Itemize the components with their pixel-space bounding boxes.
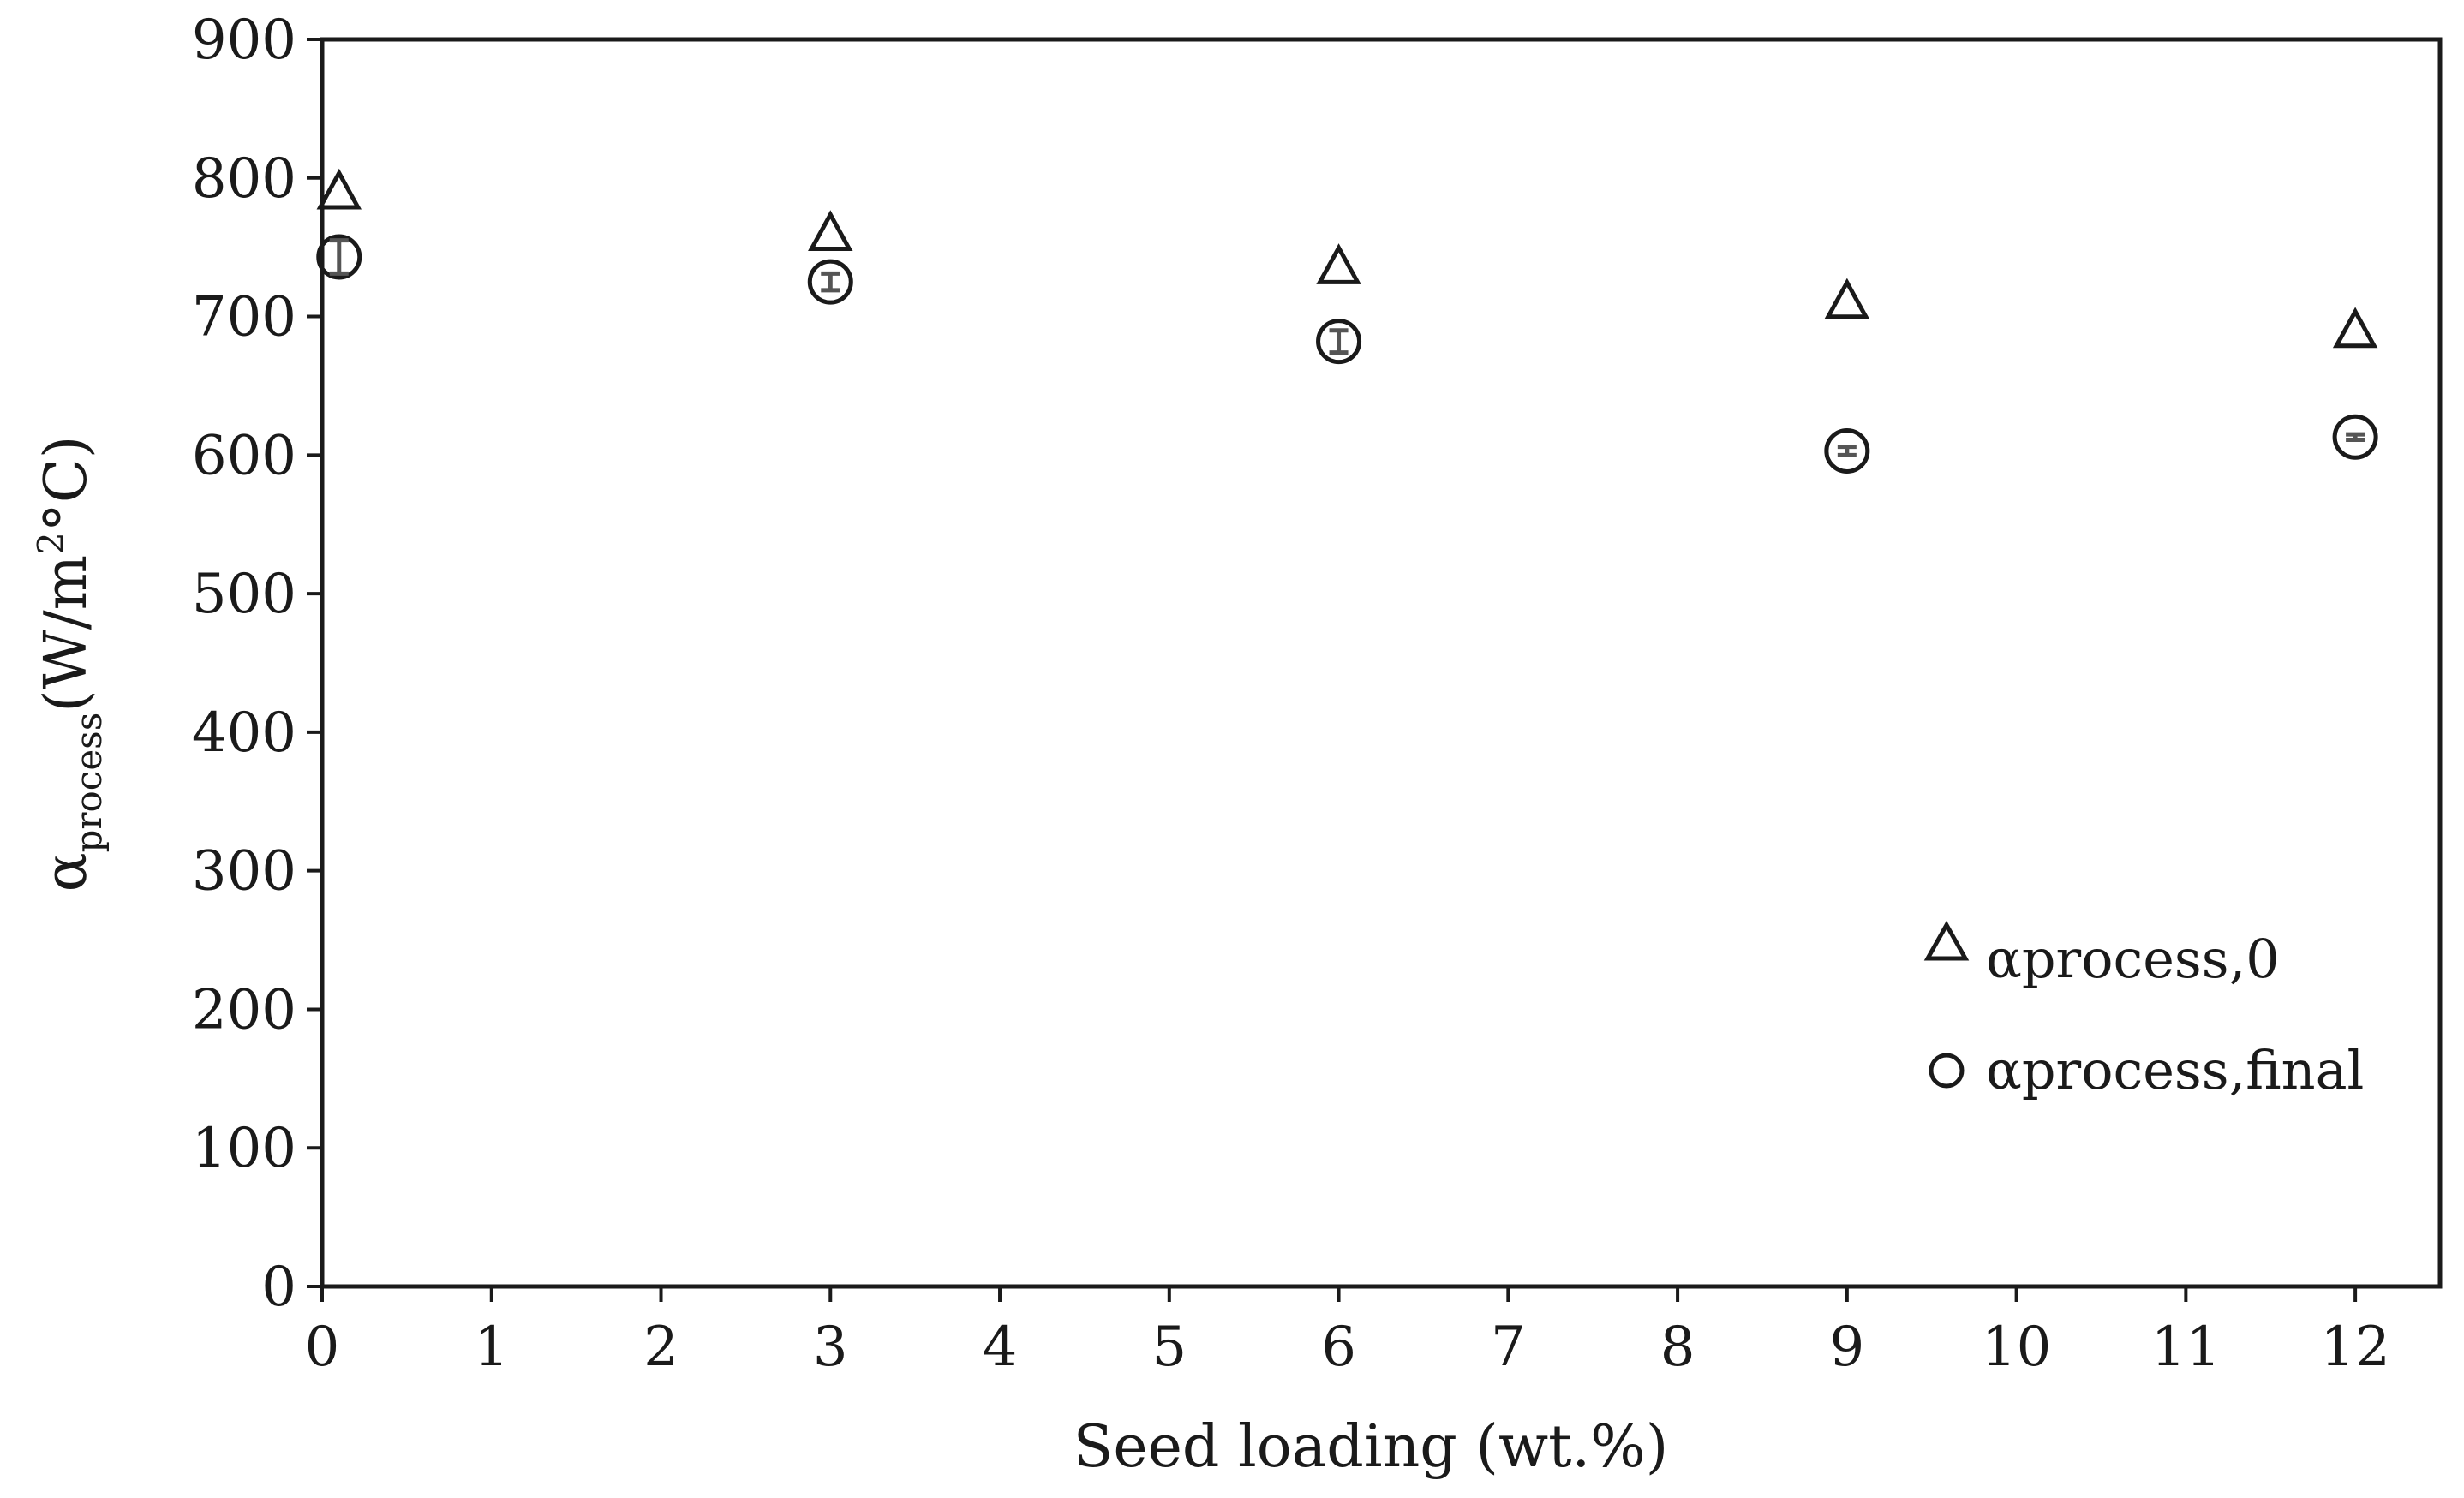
plot-frame <box>320 37 2443 1289</box>
y-tick-label: 0 <box>261 1256 296 1319</box>
y-tick-label: 600 <box>192 424 296 487</box>
data-point-circle <box>1316 319 1362 365</box>
y-tick-label: 300 <box>192 840 296 904</box>
data-point-circle <box>1824 427 1870 474</box>
y-tick-label: 500 <box>192 563 296 626</box>
legend: αprocess,0 αprocess,final <box>1923 920 2364 1101</box>
legend-label-series-1: αprocess,final <box>1986 1039 2364 1101</box>
y-axis-unit-prefix: (W/m <box>33 555 100 713</box>
x-tick-label: 0 <box>305 1316 340 1379</box>
data-marks <box>316 168 2378 474</box>
x-tick-label: 7 <box>1491 1316 1526 1379</box>
data-point-circle <box>316 234 362 280</box>
y-tick-label: 200 <box>192 978 296 1041</box>
x-tick-label: 12 <box>2320 1316 2389 1379</box>
x-tick-label: 8 <box>1660 1316 1695 1379</box>
x-tick-label: 6 <box>1321 1316 1356 1379</box>
x-tick-label: 4 <box>983 1316 1018 1379</box>
x-tick-label: 9 <box>1829 1316 1864 1379</box>
data-point-triangle <box>1824 278 1870 319</box>
y-tick-label: 800 <box>192 147 296 211</box>
data-point-circle <box>807 259 853 305</box>
y-axis-subscript: process <box>68 713 110 853</box>
legend-label-series-0: αprocess,0 <box>1986 928 2280 990</box>
y-tick-label: 400 <box>192 701 296 765</box>
y-axis-unit-suffix: °C) <box>33 436 100 533</box>
x-axis-title: Seed loading (wt.%) <box>1074 1413 1668 1481</box>
axes <box>307 37 2443 1302</box>
y-tick-label: 900 <box>192 9 296 72</box>
x-tick-label: 5 <box>1151 1316 1187 1379</box>
data-point-triangle <box>316 168 362 210</box>
x-tick-label: 3 <box>813 1316 848 1379</box>
x-tick-label: 11 <box>2151 1316 2221 1379</box>
legend-marker-circle <box>1929 1053 1965 1089</box>
y-axis-title: αprocess(W/m2°C) <box>30 436 110 892</box>
x-tick-label: 10 <box>1982 1316 2051 1379</box>
y-tick-label: 100 <box>192 1117 296 1180</box>
y-axis-symbol: α <box>33 852 100 892</box>
y-tick-label: 700 <box>192 286 296 349</box>
legend-marker-triangle <box>1923 920 1970 961</box>
x-tick-label: 2 <box>643 1316 679 1379</box>
data-point-triangle <box>1316 243 1361 284</box>
data-point-triangle <box>808 210 853 251</box>
x-tick-label: 1 <box>474 1316 509 1379</box>
data-point-triangle <box>2332 307 2378 349</box>
data-point-circle <box>2332 414 2378 460</box>
y-axis-unit-superscript: 2 <box>30 532 72 555</box>
